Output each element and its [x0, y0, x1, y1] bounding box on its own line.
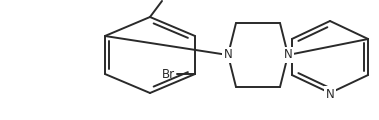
Text: N: N	[283, 48, 292, 61]
Text: Br: Br	[162, 68, 175, 81]
Text: N: N	[224, 48, 232, 61]
Text: N: N	[326, 87, 334, 101]
